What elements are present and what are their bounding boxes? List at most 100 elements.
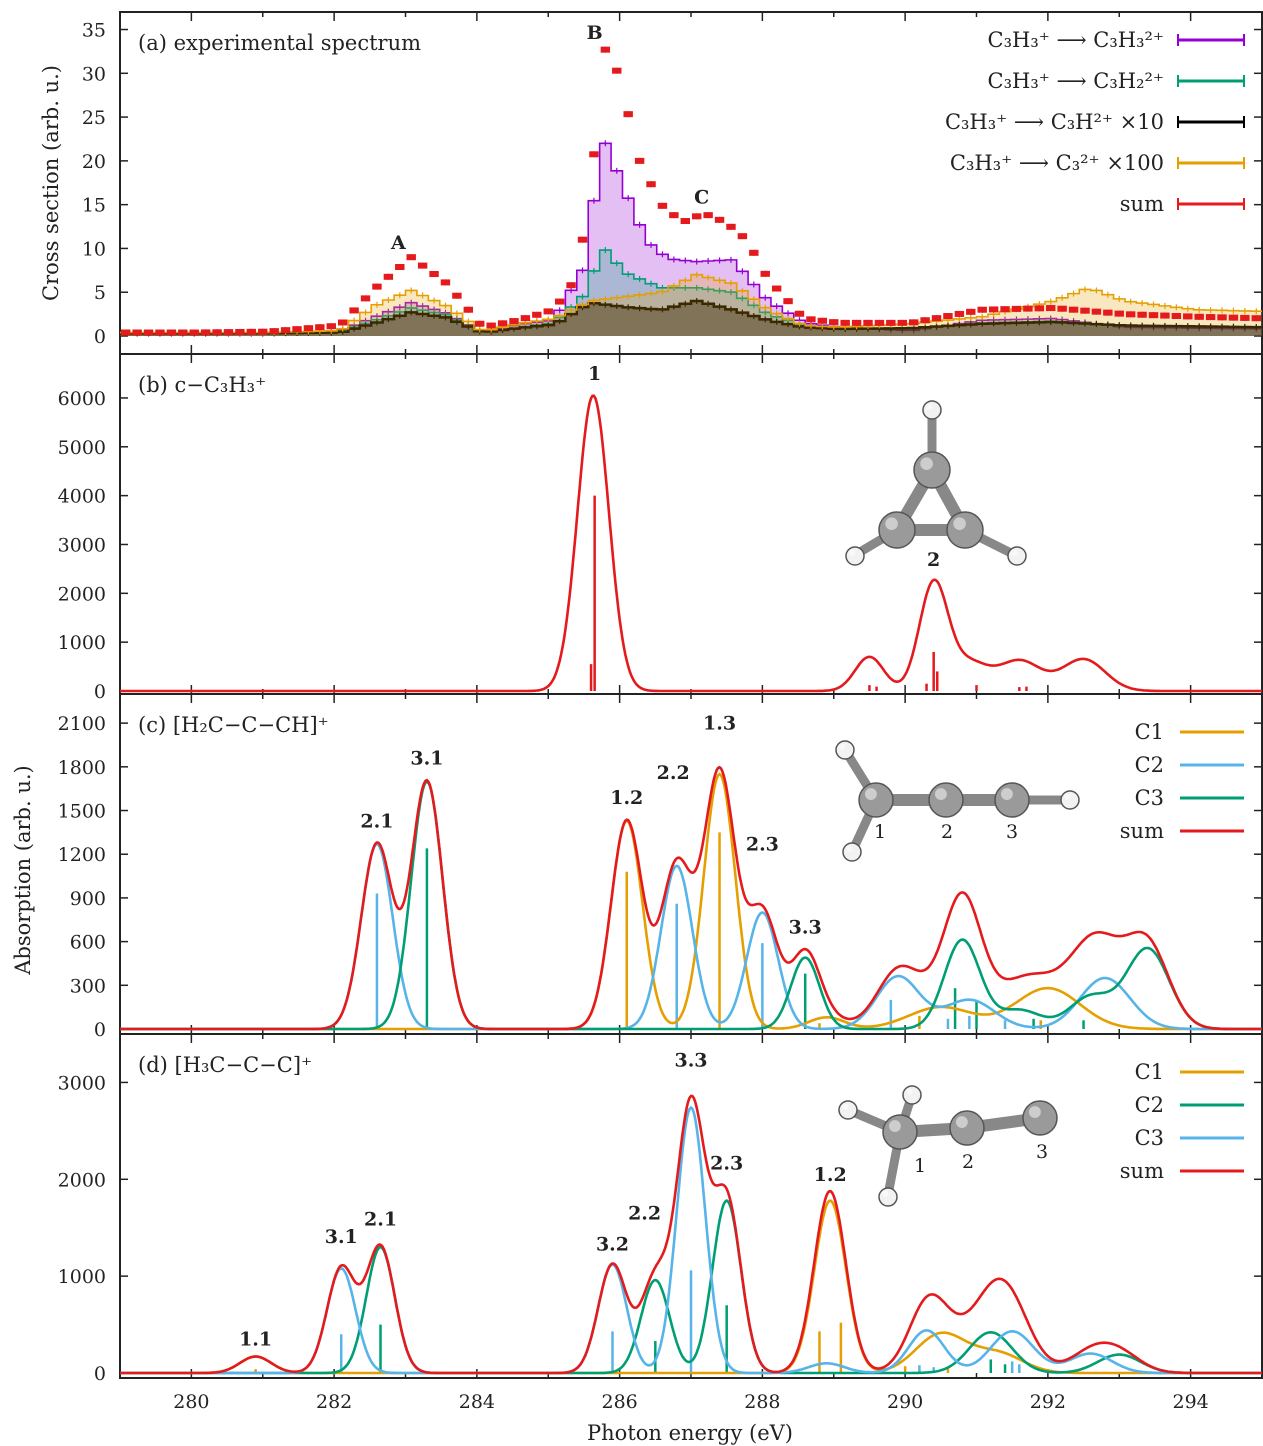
y-tick-label: 0 (94, 1363, 106, 1385)
sum-point (966, 308, 976, 315)
y-tick-label: 1000 (58, 632, 106, 654)
atom-highlight (1011, 549, 1018, 556)
sum-point (623, 111, 633, 118)
atom-sphere (946, 511, 984, 549)
atom-sphere (835, 740, 855, 760)
panel-title: (a) experimental spectrum (138, 31, 421, 55)
atom-highlight (846, 845, 853, 852)
sum-point (977, 306, 987, 313)
molecule-cyclic (845, 400, 1027, 566)
atom-sphere (838, 1100, 858, 1120)
sum-point (212, 329, 222, 336)
sum-point (1205, 314, 1216, 321)
sum-point (612, 67, 622, 74)
molecule-methyl: 1 2 3 (838, 1085, 1058, 1207)
peak-label: 1.2 (814, 1164, 847, 1186)
sum-point (452, 292, 462, 299)
atom-sphere (994, 782, 1030, 818)
sum-curve (120, 1094, 1262, 1375)
sum-point (920, 317, 930, 324)
y-tick-label: 0 (94, 326, 106, 348)
atom-sphere (878, 1187, 898, 1207)
x-tick-label: 290 (887, 1391, 923, 1413)
legend-label: C₃H₃⁺ ⟶ C₃H₂²⁺ (988, 69, 1164, 93)
atom-sphere (858, 782, 894, 818)
sum-point (1125, 311, 1136, 318)
hydrogen-atom (878, 1187, 898, 1207)
y-tick-label: 1500 (58, 801, 106, 823)
sum-point (360, 295, 371, 302)
peak-label: 2.2 (628, 1203, 661, 1225)
y-tick-label: 10 (82, 238, 106, 260)
carbon-atom (882, 1114, 918, 1150)
peak-label: 1 (588, 363, 601, 385)
atom-highlight (882, 1190, 889, 1197)
sum-point (1240, 314, 1250, 321)
sum-point (1160, 312, 1170, 319)
atom-highlight (920, 457, 933, 471)
sum-point (1183, 313, 1193, 320)
peak-label: 2.3 (710, 1152, 743, 1174)
peak-label: C (694, 187, 709, 209)
sum-point (372, 283, 382, 290)
sum-point (1068, 306, 1079, 313)
atom-sphere (882, 1114, 918, 1150)
sum-point (1114, 310, 1124, 317)
peak-label: 2.1 (364, 1209, 397, 1231)
panel-c: 0 300 600 900 1200 1500 1800 2100 (c) [H₂C−C−CH]… (58, 693, 1263, 1041)
sum-point (326, 323, 336, 330)
sum-point (1171, 312, 1182, 319)
legend-label: C2 (1135, 1093, 1164, 1117)
sum-point (532, 311, 542, 318)
atom-highlight (885, 517, 898, 530)
atom-highlight (1000, 788, 1013, 800)
series-line (120, 299, 1262, 335)
atom-sphere (902, 1085, 922, 1105)
peak-label: 1.2 (610, 787, 643, 809)
legend-label: sum (1120, 192, 1164, 216)
y-tick-label: 0 (94, 1019, 106, 1041)
sum-point (908, 319, 919, 326)
carbon-atom (1022, 1100, 1058, 1136)
panel-a: 0 5 10 15 20 25 30 35 (a) experimental spectrum C… (82, 11, 1263, 355)
sum-point (1228, 314, 1239, 321)
y-tick-label: 2100 (58, 713, 106, 735)
y-tick-label: 1800 (58, 757, 106, 779)
sum-point (543, 308, 553, 315)
molecule-propargyl: 1 2 3 (835, 740, 1080, 862)
peak-label: 2.3 (746, 834, 779, 856)
sum-point (863, 319, 873, 326)
hydrogen-atom (842, 842, 862, 862)
sum-point (1137, 311, 1147, 318)
carbon-atom (878, 511, 916, 549)
sum-point (269, 328, 279, 335)
atom-highlight (888, 1120, 901, 1133)
sum-curve (120, 765, 1262, 1031)
legend-label: C2 (1135, 753, 1164, 777)
sum-point (280, 327, 291, 334)
sum-point (349, 307, 359, 314)
peak-label: 2 (927, 549, 940, 571)
peak-label: 3.2 (596, 1234, 629, 1256)
x-tick-label: 294 (1172, 1391, 1208, 1413)
sum-point (223, 329, 234, 336)
sum-point (1000, 306, 1010, 313)
carbon-atom (858, 782, 894, 818)
panel-d: 0 1000 2000 3000 280 282 284 286 288 290 292 294 (d)… (58, 1033, 1263, 1413)
sum-point (851, 319, 862, 326)
carbon-atom (949, 1110, 985, 1146)
sum-point (155, 329, 165, 336)
x-tick-label: 292 (1030, 1391, 1066, 1413)
sum-point (337, 319, 348, 326)
sum-point (566, 282, 576, 289)
carbon-atom (994, 782, 1030, 818)
sum-point (840, 319, 850, 326)
sum-point (486, 322, 496, 329)
sum-point (931, 315, 942, 322)
sum-point (1034, 305, 1045, 312)
peak-label: B (587, 22, 603, 44)
carbon-atom (928, 782, 964, 818)
sum-point (200, 329, 211, 336)
sum-point (383, 273, 394, 280)
